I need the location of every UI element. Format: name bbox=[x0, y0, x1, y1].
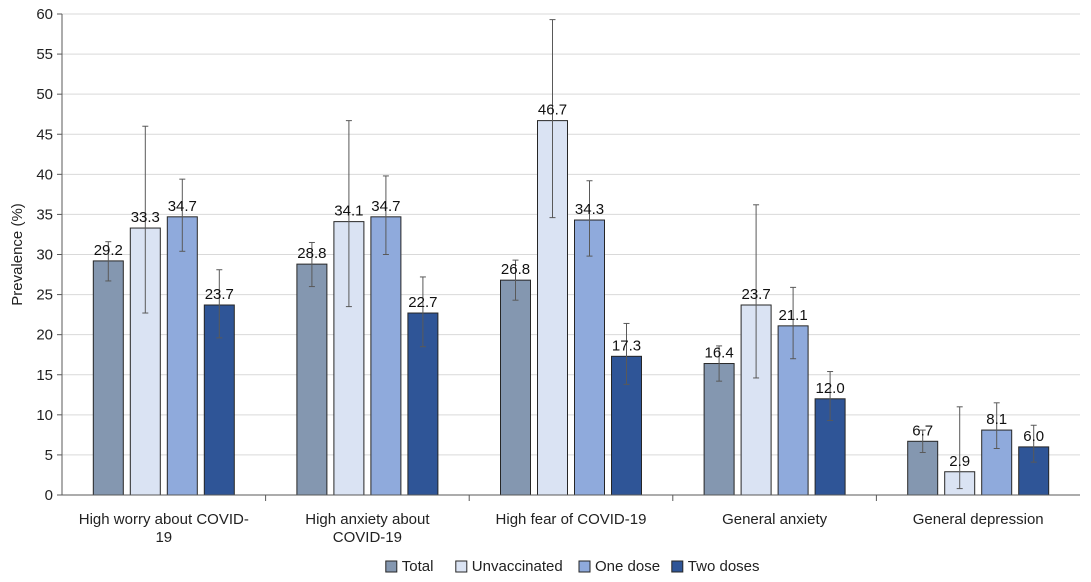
x-category-label: General anxiety bbox=[722, 511, 828, 528]
data-label: 26.8 bbox=[501, 261, 530, 278]
y-tick-label: 45 bbox=[36, 126, 53, 143]
data-label: 23.7 bbox=[205, 286, 234, 303]
x-category-label: High anxiety about bbox=[305, 511, 430, 528]
bar-one-dose bbox=[574, 219, 605, 496]
data-label: 12.0 bbox=[815, 380, 844, 397]
y-tick-label: 30 bbox=[36, 247, 53, 264]
data-label: 28.8 bbox=[297, 245, 326, 262]
y-axis-title: Prevalence (%) bbox=[9, 203, 26, 306]
data-label: 16.4 bbox=[704, 345, 733, 362]
x-category-label: COVID-19 bbox=[333, 529, 402, 546]
data-label: 34.7 bbox=[168, 198, 197, 215]
data-label: 34.1 bbox=[334, 203, 363, 220]
x-category-label: High fear of COVID-19 bbox=[496, 511, 647, 528]
bar-total bbox=[92, 260, 124, 496]
bar-total bbox=[500, 279, 531, 496]
data-label: 8.1 bbox=[986, 411, 1007, 428]
y-tick-label: 35 bbox=[36, 206, 53, 223]
legend-label: One dose bbox=[595, 558, 660, 575]
data-label: 29.2 bbox=[94, 242, 123, 259]
data-label: 2.9 bbox=[949, 453, 970, 470]
bar-one-dose bbox=[370, 216, 402, 496]
data-label: 23.7 bbox=[741, 286, 770, 303]
data-label: 34.7 bbox=[371, 198, 400, 215]
y-tick-label: 15 bbox=[36, 367, 53, 384]
legend-label: Total bbox=[402, 558, 434, 575]
data-label: 17.3 bbox=[612, 337, 641, 354]
x-category-label: General depression bbox=[913, 511, 1044, 528]
x-category-label: High worry about COVID- bbox=[79, 511, 249, 528]
y-tick-label: 10 bbox=[36, 407, 53, 424]
data-label: 6.7 bbox=[912, 422, 933, 439]
y-tick-label: 60 bbox=[36, 6, 53, 23]
legend-label: Two doses bbox=[688, 558, 760, 575]
legend-label: Unvaccinated bbox=[472, 558, 563, 575]
data-label: 34.3 bbox=[575, 201, 604, 218]
y-tick-label: 25 bbox=[36, 287, 53, 304]
y-tick-label: 0 bbox=[45, 487, 53, 504]
bar-total bbox=[296, 263, 328, 496]
bar-one-dose bbox=[166, 216, 198, 496]
y-tick-label: 20 bbox=[36, 327, 53, 344]
y-tick-label: 5 bbox=[45, 447, 53, 464]
y-tick-label: 55 bbox=[36, 46, 53, 63]
legend-swatch bbox=[578, 560, 591, 573]
bar-total bbox=[703, 363, 735, 496]
data-label: 22.7 bbox=[408, 294, 437, 311]
y-tick-label: 40 bbox=[36, 166, 53, 183]
y-tick-label: 50 bbox=[36, 86, 53, 103]
legend-swatch bbox=[385, 560, 398, 573]
data-label: 6.0 bbox=[1023, 428, 1044, 445]
legend-swatch bbox=[671, 560, 684, 573]
x-category-label: 19 bbox=[155, 529, 172, 546]
data-label: 46.7 bbox=[538, 102, 567, 119]
data-label: 33.3 bbox=[131, 209, 160, 226]
legend-swatch bbox=[455, 560, 468, 573]
data-label: 21.1 bbox=[778, 307, 807, 324]
